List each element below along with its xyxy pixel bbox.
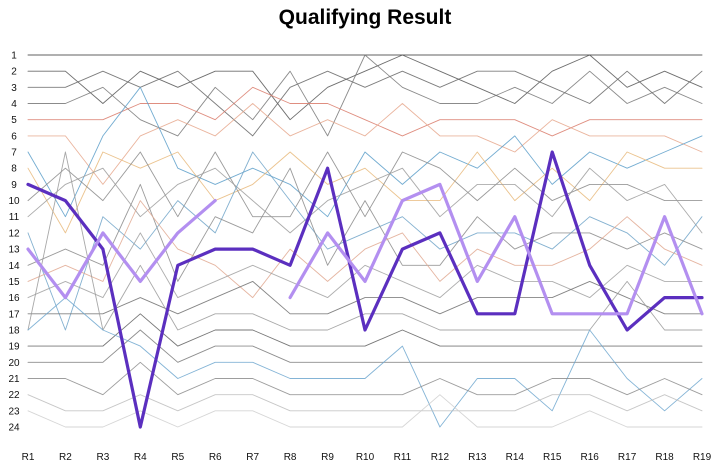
y-tick-label: 16 — [8, 293, 20, 304]
x-tick-label: R11 — [394, 452, 412, 463]
y-tick-label: 12 — [8, 228, 20, 239]
y-tick-label: 21 — [8, 374, 20, 385]
highlighted-series-lines — [26, 150, 704, 429]
y-tick-label: 15 — [8, 277, 20, 288]
y-tick-label: 1 — [11, 51, 17, 62]
x-tick-label: R13 — [468, 452, 487, 463]
series-line — [27, 297, 703, 428]
y-tick-label: 2 — [11, 67, 17, 78]
series-line — [27, 151, 703, 234]
y-tick-label: 7 — [11, 148, 17, 159]
x-tick-label: R16 — [580, 452, 599, 463]
series-line — [27, 151, 703, 218]
x-axis-tick-labels: R1 R2 R3 R4 R5 R6 R7 R8 R9 R10 R11 R12 R13 R14 R15 R16 R… — [22, 452, 712, 463]
y-tick-label: 9 — [11, 180, 17, 191]
highlighted-series-line — [26, 150, 704, 429]
series-line — [27, 200, 703, 299]
y-tick-label: 11 — [9, 212, 20, 223]
series-line — [27, 394, 703, 428]
x-tick-label: R7 — [246, 452, 259, 463]
x-tick-label: R1 — [22, 452, 35, 463]
series-line — [27, 361, 703, 396]
y-tick-label: 8 — [11, 164, 17, 175]
y-tick-label: 4 — [11, 99, 17, 110]
series-line — [27, 313, 703, 347]
series-line — [27, 167, 703, 282]
series-line — [27, 151, 703, 331]
x-tick-label: R19 — [693, 452, 712, 463]
x-tick-label: R10 — [356, 452, 375, 463]
y-tick-label: 23 — [8, 406, 20, 417]
y-tick-label: 6 — [11, 131, 17, 142]
x-tick-label: R14 — [506, 452, 525, 463]
x-tick-label: R9 — [321, 452, 334, 463]
y-tick-label: 20 — [8, 358, 20, 369]
series-line — [27, 232, 703, 299]
y-tick-label: 24 — [8, 423, 20, 434]
series-line — [27, 151, 703, 331]
x-tick-label: R3 — [96, 452, 109, 463]
chart-title: Qualifying Result — [279, 6, 452, 29]
x-tick-label: R5 — [171, 452, 184, 463]
y-tick-label: 19 — [8, 342, 20, 353]
x-tick-label: R15 — [543, 452, 562, 463]
series-line — [27, 329, 703, 363]
series-line — [27, 280, 703, 315]
x-tick-label: R4 — [134, 452, 147, 463]
y-tick-label: 10 — [8, 196, 20, 207]
highlighted-series-line — [26, 199, 217, 300]
x-tick-label: R2 — [59, 452, 72, 463]
background-series-lines — [27, 54, 703, 428]
series-line — [27, 167, 703, 234]
x-tick-label: R8 — [284, 452, 297, 463]
series-line — [27, 54, 703, 121]
y-tick-label: 14 — [8, 261, 20, 272]
series-line — [27, 394, 703, 412]
x-tick-label: R17 — [618, 452, 637, 463]
series-line — [27, 54, 703, 137]
highlighted-series-line — [288, 182, 704, 316]
series-line — [27, 103, 703, 185]
x-tick-label: R12 — [431, 452, 450, 463]
y-tick-label: 13 — [8, 245, 20, 256]
series-line — [27, 86, 703, 137]
series-line — [27, 86, 703, 218]
y-tick-label: 17 — [8, 309, 20, 320]
y-tick-label: 22 — [8, 390, 20, 401]
x-tick-label: R18 — [655, 452, 674, 463]
x-tick-label: R6 — [209, 452, 222, 463]
y-tick-label: 3 — [11, 83, 17, 94]
y-tick-label: 18 — [8, 325, 20, 336]
y-tick-label: 5 — [11, 115, 17, 126]
